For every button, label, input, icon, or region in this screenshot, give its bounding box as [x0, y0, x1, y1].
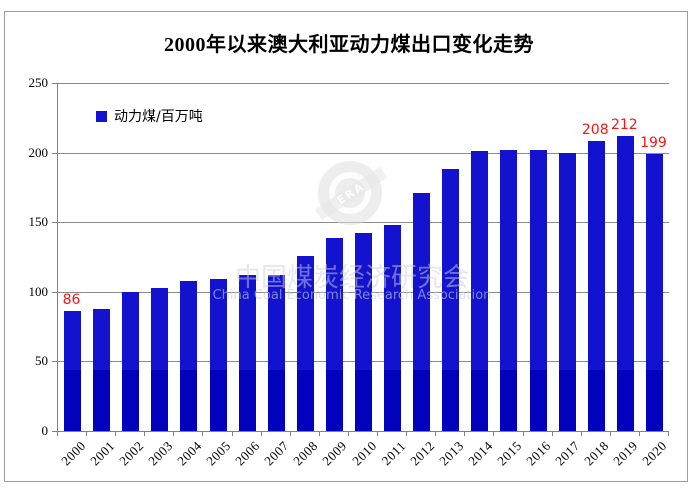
x-axis-tick-1: [86, 431, 88, 436]
x-axis-tick-5: [202, 431, 204, 436]
y-axis-label-100: 100: [28, 283, 49, 299]
bar-2012: [413, 192, 431, 431]
x-axis-tick-3: [144, 431, 146, 436]
y-axis-tick-200: [52, 152, 57, 154]
y-axis-tick-250: [52, 83, 57, 84]
y-axis-tick-150: [52, 222, 57, 224]
bar-2007: [267, 275, 285, 431]
bar-2020: [645, 154, 663, 431]
x-axis-tick-21: [668, 431, 669, 436]
x-axis-tick-9: [318, 431, 320, 436]
bar-2004: [180, 280, 198, 431]
x-axis-tick-16: [522, 431, 524, 436]
gridline-200: [58, 152, 669, 154]
y-axis-tick-100: [52, 291, 57, 293]
y-axis-tick-0: [52, 431, 57, 432]
plot-area: [57, 83, 669, 432]
y-axis-label-150: 150: [28, 214, 49, 230]
bar-2019: [616, 135, 634, 431]
x-axis-tick-20: [638, 431, 640, 436]
x-axis-tick-13: [435, 431, 437, 436]
bar-2001: [93, 308, 111, 431]
x-axis-tick-15: [493, 431, 495, 436]
bar-2018: [587, 141, 605, 431]
chart-frame: [4, 11, 688, 482]
y-axis-label-250: 250: [28, 75, 49, 90]
x-axis-tick-2: [115, 431, 117, 436]
data-label-2019: 212: [610, 116, 638, 133]
y-axis-label-0: 0: [41, 423, 49, 438]
gridline-250: [58, 83, 669, 84]
bar-2000: [64, 311, 82, 431]
bar-2008: [296, 255, 314, 431]
y-axis-tick-50: [52, 361, 57, 363]
data-label-2000: 86: [62, 292, 81, 309]
legend-swatch-icon: [96, 110, 107, 122]
bar-2017: [558, 152, 576, 431]
x-axis-tick-17: [551, 431, 553, 436]
bar-2016: [529, 149, 547, 431]
y-axis-label-200: 200: [28, 144, 49, 160]
x-axis-tick-8: [289, 431, 291, 436]
bar-2002: [122, 291, 140, 431]
x-axis-tick-0: [57, 431, 58, 436]
x-axis-tick-18: [580, 431, 582, 436]
bar-2015: [500, 149, 518, 431]
x-axis-tick-14: [464, 431, 466, 436]
y-axis-label-50: 50: [35, 353, 48, 369]
data-label-2020: 199: [640, 134, 667, 151]
gridline-150: [58, 222, 669, 224]
bar-2009: [325, 237, 343, 431]
x-axis-tick-12: [406, 431, 408, 436]
legend-label: 动力煤/百万吨: [114, 109, 203, 125]
data-label-2018: 208: [581, 122, 609, 139]
bar-2006: [238, 275, 256, 431]
bar-2010: [355, 233, 372, 431]
x-axis-tick-6: [231, 431, 233, 436]
legend: 动力煤/百万吨: [96, 106, 203, 126]
x-axis-tick-4: [173, 431, 175, 436]
bar-2005: [209, 279, 227, 431]
bar-2003: [151, 287, 169, 431]
x-axis-tick-11: [377, 431, 379, 436]
x-axis-tick-19: [609, 431, 611, 436]
x-axis-tick-10: [347, 431, 349, 436]
chart-title: 2000年以来澳大利亚动力煤出口变化走势: [164, 34, 534, 56]
bar-2014: [471, 151, 489, 431]
bar-2011: [384, 224, 402, 431]
bar-2013: [442, 169, 460, 431]
x-axis-tick-7: [260, 431, 262, 436]
